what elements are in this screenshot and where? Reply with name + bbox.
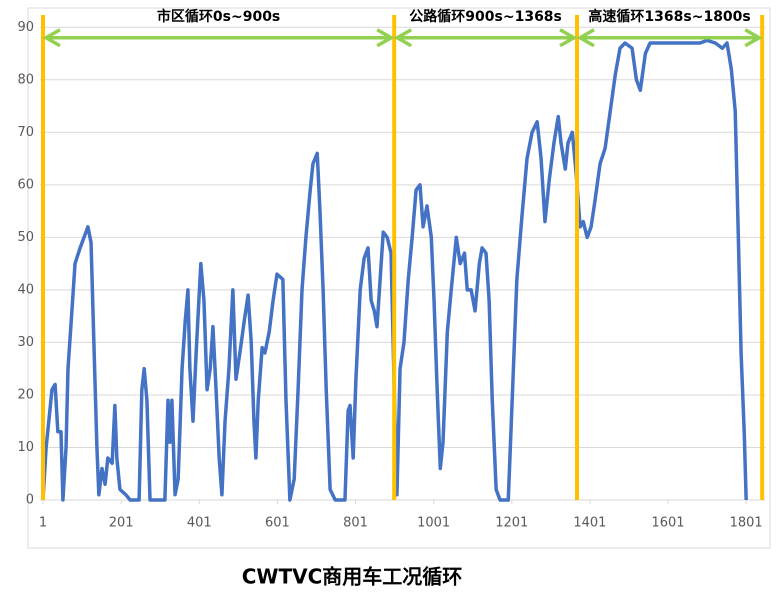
x-tick-label: 1201 xyxy=(495,516,528,531)
x-tick-label: 1601 xyxy=(651,516,684,531)
x-tick-label: 801 xyxy=(343,516,368,531)
y-tick-label: 10 xyxy=(17,440,34,455)
grid xyxy=(40,26,766,504)
segment-label: 市区循环0s~900s xyxy=(157,8,280,25)
arrow-head xyxy=(576,28,595,48)
y-tick-label: 70 xyxy=(17,125,34,140)
x-tick-label: 401 xyxy=(187,516,212,531)
chart-title: CWTVC商用车工况循环 xyxy=(242,565,463,589)
x-tick-label: 1001 xyxy=(417,516,450,531)
arrow-head xyxy=(393,28,413,48)
arrow-head xyxy=(559,28,578,48)
segment-label: 高速循环1368s~1800s xyxy=(588,8,750,25)
segment-label: 公路循环900s~1368s xyxy=(409,8,562,25)
arrow-head xyxy=(744,28,763,48)
y-tick-label: 80 xyxy=(17,72,34,87)
chart-frame xyxy=(27,7,771,549)
arrow-head xyxy=(42,28,61,48)
x-tick-label: 1 xyxy=(39,516,47,531)
y-tick-label: 50 xyxy=(17,230,34,245)
y-tick-label: 90 xyxy=(17,20,34,35)
x-tick-label: 1401 xyxy=(573,516,606,531)
y-tick-label: 40 xyxy=(17,282,34,297)
y-tick-label: 60 xyxy=(17,177,34,192)
y-tick-label: 20 xyxy=(17,387,34,402)
x-tick-label: 201 xyxy=(109,516,134,531)
y-tick-label: 30 xyxy=(17,335,34,350)
x-tick-label: 601 xyxy=(265,516,290,531)
x-tick-label: 1801 xyxy=(730,516,763,531)
y-tick-label: 0 xyxy=(26,493,34,508)
arrow-head xyxy=(376,28,395,48)
